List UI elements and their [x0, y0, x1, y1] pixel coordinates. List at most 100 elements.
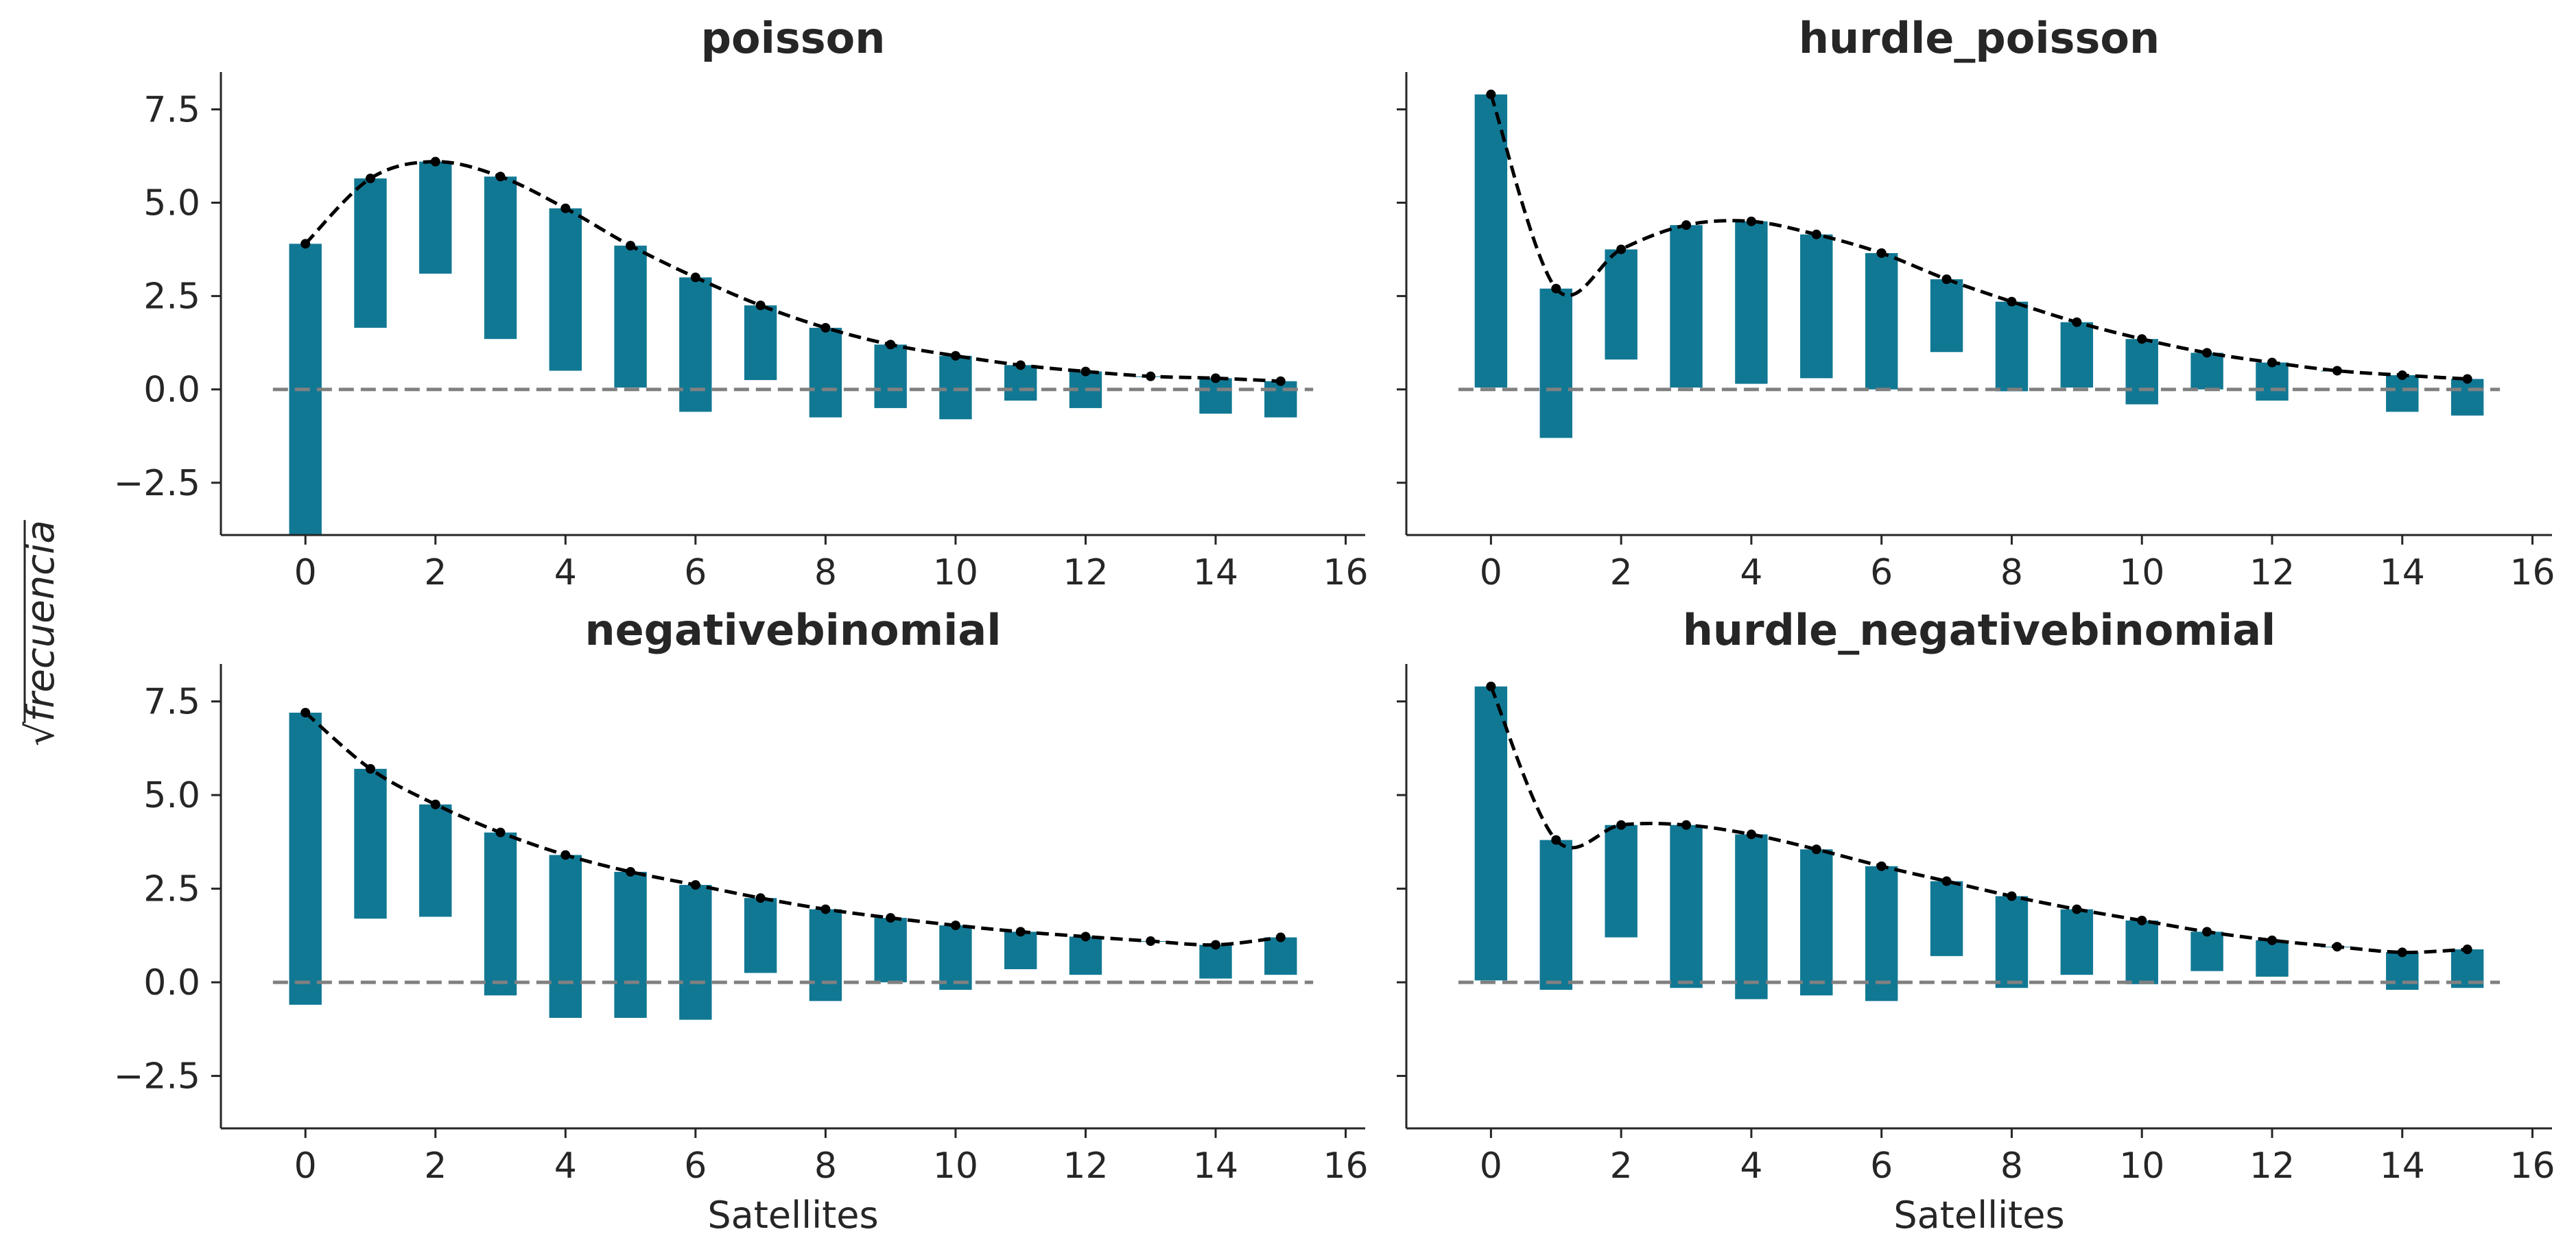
expected-point: [1080, 931, 1091, 942]
x-tick-label: 16: [1323, 552, 1368, 593]
expected-point: [2267, 935, 2277, 945]
expected-point: [1080, 366, 1091, 377]
plot-area: [1458, 681, 2501, 1001]
x-tick-label: 12: [2249, 552, 2295, 593]
bar: [2060, 909, 2094, 975]
bar: [1995, 896, 2029, 988]
x-tick-label: 0: [294, 1146, 317, 1187]
y-tick-label: 5.0: [143, 775, 200, 816]
expected-point: [365, 763, 375, 774]
bar: [744, 305, 777, 381]
bar: [549, 208, 582, 371]
bar: [1474, 94, 1508, 388]
bar: [1539, 840, 1572, 990]
subplot-hurdle_poisson: 0 2 4 6 8 10 12 14 16 hurdle_poisson: [1397, 13, 2555, 593]
expected-point: [1681, 820, 1692, 830]
expected-point: [300, 707, 311, 717]
bar: [1865, 253, 1898, 390]
expected-point: [2072, 317, 2082, 327]
x-tick-label: 16: [2509, 1146, 2555, 1187]
bar: [1735, 221, 1768, 384]
x-tick-label: 8: [814, 552, 837, 593]
bar: [1800, 849, 1833, 996]
x-tick-label: 6: [1870, 552, 1893, 593]
x-tick-label: 8: [2000, 1146, 2023, 1187]
x-tick-label: 2: [424, 1146, 447, 1187]
bar: [1800, 234, 1833, 379]
x-tick-label: 8: [2000, 552, 2023, 593]
x-tick-label: 2: [424, 552, 447, 593]
bar: [874, 344, 907, 408]
bar: [1930, 279, 1963, 353]
x-tick-label: 8: [814, 1146, 837, 1187]
bar: [679, 277, 712, 412]
subplot-title: hurdle_negativebinomial: [1683, 605, 2276, 655]
x-tick-label: 0: [1480, 1146, 1502, 1187]
y-tick-label: −2.5: [114, 463, 200, 504]
expected-point: [755, 893, 766, 903]
bar: [1605, 824, 1638, 938]
bar: [614, 246, 647, 388]
x-tick-label: 4: [1740, 1146, 1762, 1187]
x-tick-label: 6: [1870, 1146, 1893, 1187]
y-tick-label: 7.5: [143, 89, 200, 130]
expected-point: [1876, 861, 1887, 871]
bar: [939, 355, 972, 420]
x-tick-label: 10: [933, 1146, 978, 1187]
x-tick-label: 14: [1193, 1146, 1238, 1187]
expected-point: [1146, 371, 1156, 381]
plot-area: [272, 707, 1314, 1020]
expected-point: [560, 203, 571, 213]
expected-point: [755, 300, 766, 311]
bar: [809, 909, 842, 1001]
y-tick-label: 2.5: [143, 869, 200, 910]
expected-point: [1681, 220, 1692, 230]
expected-point: [2332, 942, 2342, 952]
x-tick-label: 0: [294, 552, 317, 593]
bar: [679, 885, 712, 1020]
bar: [939, 925, 972, 990]
bar: [1004, 931, 1037, 969]
x-tick-label: 0: [1480, 552, 1502, 593]
expected-point: [1211, 373, 1221, 383]
expected-point: [1146, 936, 1156, 947]
bar: [2386, 375, 2419, 412]
bar: [1865, 866, 1898, 1001]
bar: [484, 832, 517, 996]
expected-point: [1616, 244, 1627, 254]
x-tick-label: 4: [1740, 552, 1762, 593]
x-tick-label: 6: [684, 1146, 707, 1187]
x-axis-label: Satellites: [1893, 1194, 2064, 1237]
expected-line: [304, 711, 1281, 947]
expected-line: [304, 160, 1281, 383]
expected-point: [2202, 927, 2212, 937]
x-tick-label: 12: [2249, 1146, 2295, 1187]
expected-point: [430, 799, 440, 809]
expected-point: [1941, 274, 1952, 285]
bar: [354, 178, 387, 328]
bar: [1930, 881, 1963, 956]
y-tick-label: 0.0: [143, 370, 200, 411]
expected-point: [2267, 357, 2277, 368]
expected-point: [560, 850, 571, 860]
bar: [1539, 288, 1572, 438]
expected-point: [1015, 360, 1026, 370]
x-tick-label: 16: [1323, 1146, 1368, 1187]
expected-point: [365, 174, 375, 184]
expected-point: [2007, 296, 2017, 307]
expected-point: [1275, 932, 1286, 942]
expected-point: [1811, 844, 1821, 855]
expected-point: [2397, 947, 2407, 958]
expected-point: [690, 880, 700, 890]
x-tick-label: 4: [554, 1146, 577, 1187]
subplot-negativebinomial: 0 2 4 6 8 10 12 14 16 −2.5 0.0 2.5 5.0 7.5 negativebin…: [114, 605, 1369, 1237]
bar: [744, 898, 777, 973]
subplot-title: negativebinomial: [584, 605, 1001, 655]
x-tick-label: 6: [684, 552, 707, 593]
y-axis-label: √frecuencia: [19, 520, 63, 746]
y-axis-label-text: frecuencia: [19, 520, 63, 722]
x-tick-label: 4: [554, 552, 577, 593]
subplot-title: poisson: [701, 13, 886, 63]
bar: [1670, 225, 1703, 388]
